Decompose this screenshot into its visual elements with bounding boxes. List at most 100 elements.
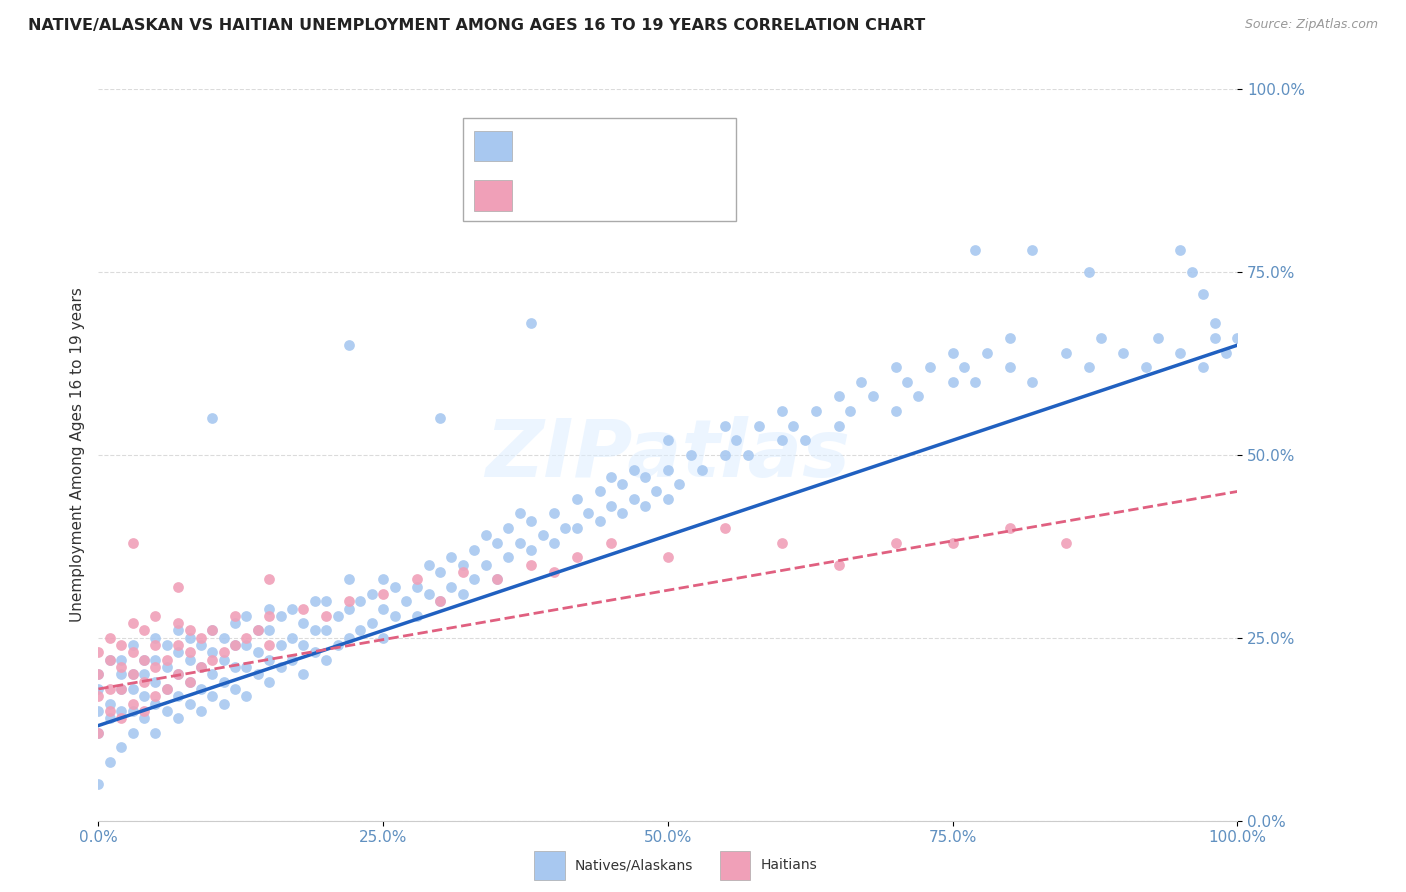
Point xyxy=(179,653,201,667)
Point xyxy=(1215,345,1237,359)
Point xyxy=(235,608,257,623)
Point xyxy=(565,550,588,565)
Point xyxy=(406,608,429,623)
Point xyxy=(965,243,987,257)
Point xyxy=(498,521,520,535)
Point xyxy=(190,638,212,652)
Point xyxy=(804,404,827,418)
Point xyxy=(281,653,304,667)
Point xyxy=(543,535,565,549)
Point xyxy=(121,704,143,718)
Point xyxy=(828,389,851,403)
Point xyxy=(315,594,337,608)
Point xyxy=(145,631,167,645)
Point xyxy=(235,638,257,652)
Point xyxy=(896,375,918,389)
Point xyxy=(281,601,304,615)
Point xyxy=(132,624,155,638)
Point xyxy=(190,681,212,696)
Point xyxy=(167,711,190,725)
Point xyxy=(623,491,645,506)
Point xyxy=(1204,316,1226,330)
Point xyxy=(98,711,121,725)
Point xyxy=(998,360,1021,375)
Point xyxy=(259,674,281,689)
Point xyxy=(770,404,793,418)
Point xyxy=(224,681,246,696)
Y-axis label: Unemployment Among Ages 16 to 19 years: Unemployment Among Ages 16 to 19 years xyxy=(69,287,84,623)
Point xyxy=(1078,265,1101,279)
Point xyxy=(121,697,143,711)
Point xyxy=(1135,360,1157,375)
Text: Natives/Alaskans: Natives/Alaskans xyxy=(575,858,693,872)
Point xyxy=(224,660,246,674)
Point xyxy=(110,704,132,718)
Point xyxy=(612,477,634,491)
Point xyxy=(1021,243,1043,257)
Point xyxy=(690,462,713,476)
Point xyxy=(259,572,281,586)
Point xyxy=(156,660,179,674)
Point xyxy=(486,535,509,549)
Point xyxy=(360,587,382,601)
Point xyxy=(406,580,429,594)
Point xyxy=(201,667,224,681)
Point xyxy=(337,572,360,586)
Point xyxy=(440,550,463,565)
Point xyxy=(645,484,668,499)
Point xyxy=(429,594,451,608)
Point xyxy=(98,653,121,667)
Point xyxy=(270,660,292,674)
Point xyxy=(246,645,269,659)
Point xyxy=(132,667,155,681)
Point xyxy=(862,389,884,403)
Point xyxy=(326,608,349,623)
Point xyxy=(190,660,212,674)
Point xyxy=(1054,345,1078,359)
Point xyxy=(132,711,155,725)
Point xyxy=(87,726,110,740)
Point xyxy=(543,565,565,579)
Point xyxy=(337,338,360,352)
Point xyxy=(121,638,143,652)
Point xyxy=(98,631,121,645)
Point xyxy=(907,389,929,403)
Point xyxy=(87,726,110,740)
Point xyxy=(212,645,235,659)
Point xyxy=(474,528,496,542)
Point xyxy=(110,660,132,674)
Point xyxy=(167,690,190,704)
Point xyxy=(1226,331,1249,345)
Point xyxy=(474,558,496,572)
Point xyxy=(167,580,190,594)
Point xyxy=(851,375,873,389)
Point xyxy=(1054,535,1078,549)
Point xyxy=(292,601,315,615)
Point xyxy=(132,653,155,667)
Point xyxy=(737,448,759,462)
Point xyxy=(451,558,474,572)
Point xyxy=(498,550,520,565)
Point xyxy=(315,624,337,638)
FancyBboxPatch shape xyxy=(534,851,565,880)
Point xyxy=(884,360,907,375)
Point xyxy=(98,704,121,718)
Point xyxy=(179,645,201,659)
Point xyxy=(224,638,246,652)
Point xyxy=(531,528,554,542)
Point xyxy=(942,345,965,359)
Point xyxy=(1078,360,1101,375)
Point xyxy=(145,726,167,740)
Point xyxy=(657,434,679,448)
Point xyxy=(384,580,406,594)
Point xyxy=(110,653,132,667)
Point xyxy=(942,375,965,389)
Point xyxy=(201,645,224,659)
Point xyxy=(145,608,167,623)
Point xyxy=(121,726,143,740)
Point xyxy=(565,491,588,506)
Point xyxy=(1170,345,1192,359)
FancyBboxPatch shape xyxy=(720,851,751,880)
Point xyxy=(451,587,474,601)
Point xyxy=(326,638,349,652)
